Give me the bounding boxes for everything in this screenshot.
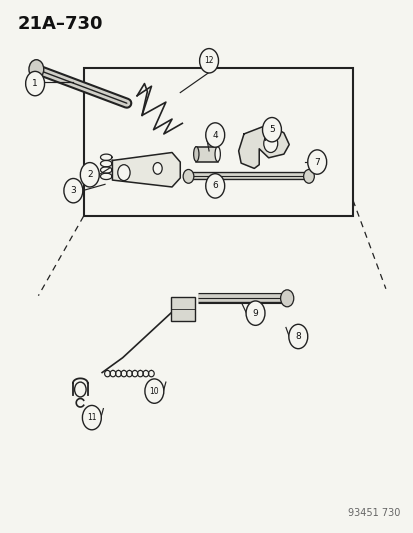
Circle shape [183, 169, 193, 183]
Text: 8: 8 [295, 332, 300, 341]
Circle shape [74, 382, 86, 397]
Circle shape [64, 179, 83, 203]
Circle shape [29, 60, 44, 79]
Circle shape [145, 379, 164, 403]
Text: 12: 12 [204, 56, 213, 65]
Circle shape [80, 163, 99, 187]
Circle shape [288, 324, 307, 349]
Text: 21A–730: 21A–730 [18, 14, 103, 33]
Text: 7: 7 [313, 158, 319, 166]
Ellipse shape [193, 147, 199, 161]
Circle shape [263, 134, 277, 152]
Circle shape [199, 49, 218, 73]
Circle shape [307, 150, 326, 174]
Polygon shape [112, 152, 180, 187]
Text: 11: 11 [87, 413, 96, 422]
Text: 2: 2 [87, 170, 93, 179]
Text: 6: 6 [212, 181, 218, 190]
Text: 93451 730: 93451 730 [347, 508, 399, 519]
Circle shape [245, 301, 264, 325]
Circle shape [82, 406, 101, 430]
Text: 1: 1 [32, 79, 38, 88]
Circle shape [205, 174, 224, 198]
Bar [196, 147, 217, 161]
Circle shape [205, 123, 224, 147]
Text: 9: 9 [252, 309, 258, 318]
Circle shape [303, 169, 313, 183]
Text: 10: 10 [149, 386, 159, 395]
Circle shape [262, 117, 281, 142]
Polygon shape [238, 124, 289, 168]
Text: 3: 3 [70, 186, 76, 195]
Circle shape [26, 71, 45, 96]
Text: 5: 5 [268, 125, 274, 134]
Bar [83, 68, 352, 216]
Text: 4: 4 [212, 131, 218, 140]
Bar [171, 297, 195, 320]
Circle shape [280, 290, 293, 307]
Circle shape [117, 165, 130, 181]
Circle shape [153, 163, 162, 174]
Ellipse shape [214, 147, 220, 161]
